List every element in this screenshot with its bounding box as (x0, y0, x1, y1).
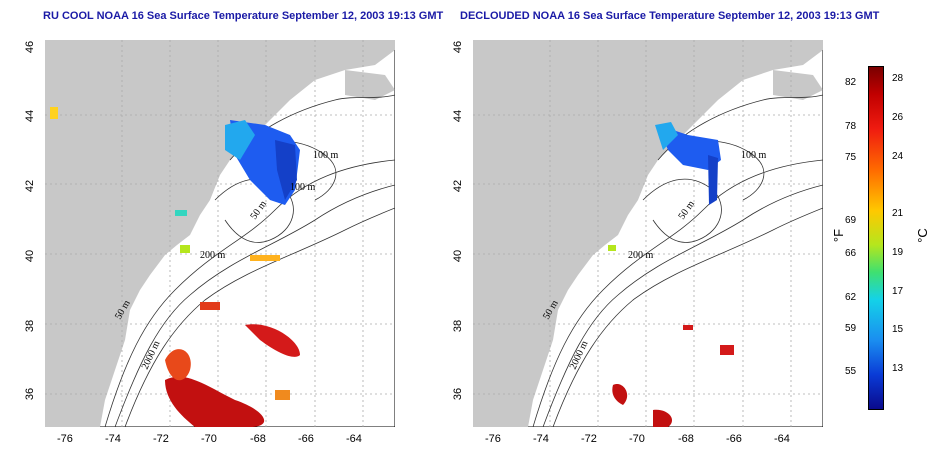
lon-tick: -76 (57, 433, 73, 445)
lat-tick: 36 (24, 387, 37, 401)
lat-tick: 40 (452, 249, 465, 263)
lat-tick: 36 (452, 387, 465, 401)
lon-tick: -74 (105, 433, 121, 445)
lon-tick: -74 (533, 433, 549, 445)
contour-label: 200 m (200, 250, 226, 261)
sst-warm-patches (612, 325, 734, 427)
contour-label: 100 m (741, 150, 767, 161)
fahrenheit-tick: 62 (845, 292, 857, 303)
celsius-unit-label: °C (914, 228, 930, 243)
right-sst-map: 100 m 200 m 50 m 2000 m 50 m (473, 40, 823, 427)
contour-label: 100 m (290, 182, 316, 193)
lon-tick: -72 (581, 433, 597, 445)
lon-tick: -64 (774, 433, 790, 445)
fahrenheit-tick: 69 (845, 215, 857, 226)
lon-tick: -70 (201, 433, 217, 445)
lat-tick: 40 (24, 249, 37, 263)
fahrenheit-tick: 59 (845, 323, 857, 334)
fahrenheit-tick: 66 (845, 248, 857, 259)
fahrenheit-tick: 75 (845, 152, 857, 163)
fahrenheit-tick: 55 (845, 366, 857, 377)
lon-tick: -68 (250, 433, 266, 445)
land-mass (473, 40, 823, 427)
lat-tick: 46 (452, 40, 465, 54)
lat-tick: 38 (24, 319, 37, 333)
lat-tick: 44 (24, 109, 37, 123)
sst-cool-patch (50, 107, 300, 253)
celsius-tick: 21 (892, 208, 904, 219)
fahrenheit-tick: 78 (845, 121, 857, 132)
celsius-tick: 19 (892, 247, 904, 258)
lon-tick: -64 (346, 433, 362, 445)
right-map-title: DECLOUDED NOAA 16 Sea Surface Temperatur… (460, 10, 880, 22)
celsius-tick: 24 (892, 151, 904, 162)
lon-tick: -72 (153, 433, 169, 445)
left-map-title: RU COOL NOAA 16 Sea Surface Temperature … (43, 10, 444, 22)
lat-tick: 42 (24, 179, 37, 193)
land-mass (45, 40, 395, 427)
celsius-tick: 28 (892, 73, 904, 84)
lon-tick: -66 (298, 433, 314, 445)
contour-label: 200 m (628, 250, 654, 261)
lon-tick: -70 (629, 433, 645, 445)
lat-tick: 42 (452, 179, 465, 193)
lat-tick: 44 (452, 109, 465, 123)
celsius-tick: 17 (892, 286, 904, 297)
fahrenheit-unit-label: °F (831, 228, 847, 243)
lon-tick: -66 (726, 433, 742, 445)
lat-tick: 46 (24, 40, 37, 54)
sst-warm-patches (165, 255, 300, 427)
sst-cool-patch (608, 122, 721, 251)
celsius-tick: 13 (892, 363, 904, 374)
temperature-colorbar (868, 66, 884, 410)
lon-tick: -68 (678, 433, 694, 445)
contour-label: 100 m (313, 150, 339, 161)
celsius-tick: 15 (892, 324, 904, 335)
fahrenheit-tick: 82 (845, 77, 857, 88)
left-sst-map: 100 m 200 m 50 m 2000 m 100 m 50 m (45, 40, 395, 427)
lon-tick: -76 (485, 433, 501, 445)
lat-tick: 38 (452, 319, 465, 333)
celsius-tick: 26 (892, 112, 904, 123)
